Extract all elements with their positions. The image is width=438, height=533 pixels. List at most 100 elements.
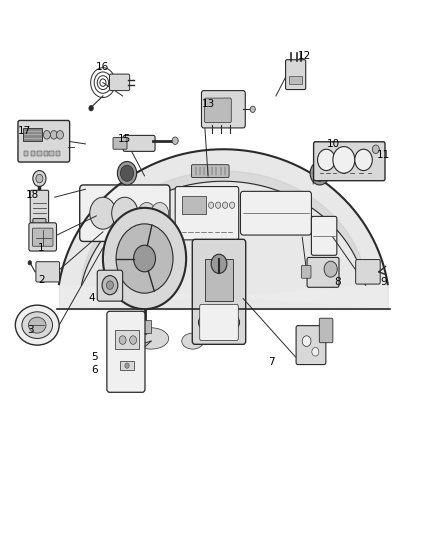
- Bar: [289, 76, 302, 84]
- FancyBboxPatch shape: [192, 239, 246, 344]
- FancyBboxPatch shape: [107, 311, 145, 392]
- Text: 4: 4: [88, 294, 95, 303]
- Text: 16: 16: [96, 62, 110, 71]
- Circle shape: [324, 261, 337, 277]
- FancyBboxPatch shape: [301, 265, 311, 278]
- Text: 10: 10: [326, 139, 339, 149]
- Bar: [205, 259, 233, 301]
- Text: 13: 13: [201, 99, 215, 109]
- Text: 5: 5: [91, 352, 98, 362]
- Circle shape: [312, 348, 319, 356]
- FancyBboxPatch shape: [175, 187, 239, 240]
- Ellipse shape: [198, 314, 216, 330]
- FancyBboxPatch shape: [205, 98, 231, 123]
- Bar: [56, 151, 60, 156]
- FancyBboxPatch shape: [200, 304, 238, 341]
- FancyBboxPatch shape: [33, 219, 46, 233]
- Ellipse shape: [222, 314, 240, 330]
- Circle shape: [112, 197, 138, 229]
- Circle shape: [215, 202, 221, 208]
- FancyBboxPatch shape: [18, 120, 70, 162]
- FancyBboxPatch shape: [191, 165, 229, 177]
- Circle shape: [119, 336, 126, 344]
- FancyBboxPatch shape: [240, 191, 311, 235]
- Circle shape: [318, 149, 335, 171]
- Ellipse shape: [134, 328, 169, 349]
- FancyBboxPatch shape: [296, 326, 326, 365]
- Circle shape: [89, 106, 93, 111]
- Circle shape: [208, 202, 214, 208]
- Text: 2: 2: [38, 275, 45, 285]
- Circle shape: [333, 147, 355, 173]
- FancyBboxPatch shape: [307, 257, 339, 287]
- Circle shape: [223, 202, 228, 208]
- FancyBboxPatch shape: [29, 223, 57, 251]
- Circle shape: [106, 281, 113, 289]
- Bar: [37, 151, 42, 156]
- FancyBboxPatch shape: [97, 270, 123, 301]
- Circle shape: [36, 174, 43, 183]
- Ellipse shape: [182, 333, 204, 349]
- FancyBboxPatch shape: [201, 91, 245, 128]
- FancyBboxPatch shape: [286, 60, 306, 90]
- Bar: [31, 151, 35, 156]
- Circle shape: [103, 208, 186, 309]
- Text: 12: 12: [298, 51, 311, 61]
- Ellipse shape: [28, 317, 46, 333]
- Circle shape: [372, 145, 379, 154]
- Circle shape: [250, 106, 255, 112]
- Text: 18: 18: [26, 190, 39, 199]
- FancyBboxPatch shape: [311, 216, 337, 255]
- Bar: [49, 151, 54, 156]
- FancyBboxPatch shape: [80, 185, 170, 241]
- Bar: [115, 330, 139, 349]
- Polygon shape: [57, 149, 390, 309]
- Circle shape: [116, 224, 173, 293]
- Circle shape: [28, 261, 32, 265]
- FancyBboxPatch shape: [36, 262, 60, 282]
- FancyBboxPatch shape: [314, 142, 385, 181]
- FancyBboxPatch shape: [319, 318, 333, 343]
- Text: 17: 17: [18, 126, 31, 135]
- Text: 7: 7: [268, 358, 275, 367]
- Text: 9: 9: [380, 278, 387, 287]
- Ellipse shape: [15, 305, 59, 345]
- Text: 8: 8: [334, 278, 341, 287]
- Circle shape: [57, 131, 64, 139]
- Bar: [24, 151, 28, 156]
- Circle shape: [151, 203, 169, 224]
- Bar: [182, 196, 206, 214]
- Circle shape: [230, 202, 235, 208]
- Circle shape: [102, 276, 118, 295]
- FancyBboxPatch shape: [356, 260, 380, 284]
- Circle shape: [130, 336, 137, 344]
- Bar: [44, 151, 48, 156]
- Circle shape: [43, 131, 50, 139]
- Circle shape: [313, 165, 326, 181]
- Text: 6: 6: [91, 366, 98, 375]
- Circle shape: [355, 149, 372, 171]
- FancyBboxPatch shape: [30, 190, 49, 223]
- Bar: [120, 361, 134, 370]
- Circle shape: [125, 363, 129, 368]
- Text: 1: 1: [38, 243, 45, 253]
- Text: 11: 11: [377, 150, 390, 159]
- Ellipse shape: [22, 312, 53, 338]
- FancyBboxPatch shape: [113, 138, 127, 149]
- Circle shape: [138, 203, 155, 224]
- FancyBboxPatch shape: [110, 74, 130, 91]
- Text: 3: 3: [27, 326, 34, 335]
- Text: 15: 15: [118, 134, 131, 143]
- Circle shape: [302, 336, 311, 346]
- Circle shape: [120, 165, 134, 181]
- Circle shape: [117, 161, 137, 185]
- Circle shape: [50, 131, 57, 139]
- Circle shape: [90, 197, 116, 229]
- Circle shape: [33, 171, 46, 187]
- Bar: [138, 320, 151, 333]
- FancyBboxPatch shape: [32, 228, 53, 246]
- Bar: [23, 128, 42, 141]
- Circle shape: [172, 137, 178, 144]
- Circle shape: [211, 254, 227, 273]
- Circle shape: [134, 245, 155, 272]
